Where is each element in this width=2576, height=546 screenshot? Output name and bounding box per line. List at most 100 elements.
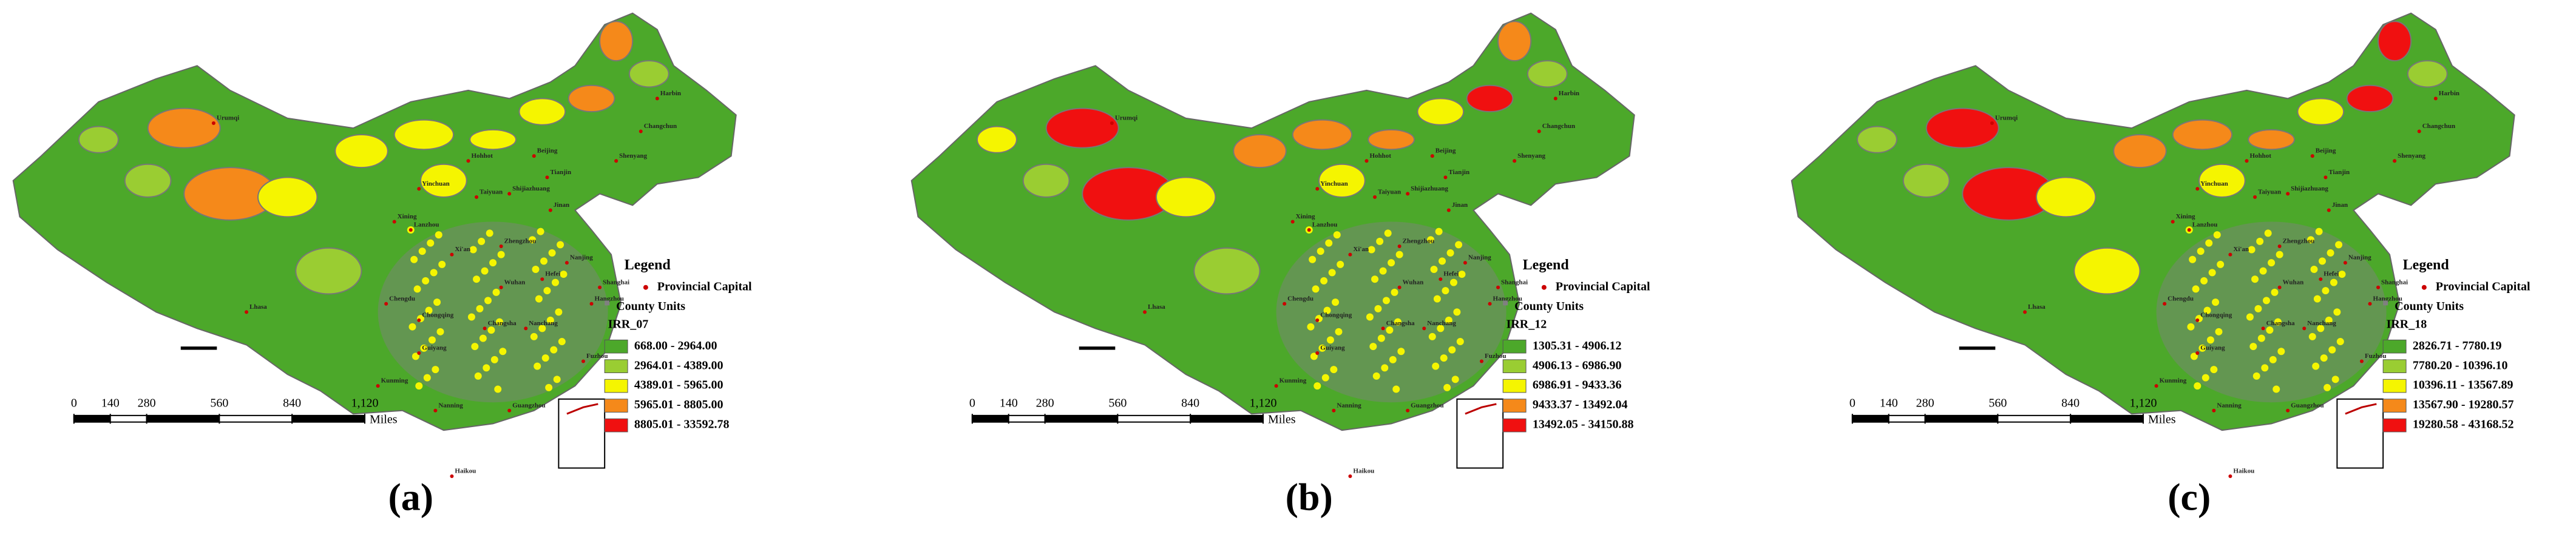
capital-marker (2212, 408, 2216, 413)
county-unit (1443, 383, 1451, 391)
capital-marker (1463, 261, 1467, 265)
county-unit (1317, 248, 1324, 255)
county-unit (438, 260, 446, 268)
county-unit (1379, 267, 1387, 275)
capital-marker (1488, 302, 1492, 306)
county-unit (487, 326, 495, 334)
county-unit (534, 362, 541, 370)
city-label: Shenyang (2398, 152, 2425, 160)
region-patch (1292, 119, 1353, 150)
legend-county: County Units (1514, 300, 1584, 313)
county-unit (546, 316, 554, 324)
county-unit (560, 271, 568, 278)
legend-class-label: 13492.05 - 34150.88 (1533, 418, 1634, 431)
county-unit (1381, 364, 1389, 372)
city-label: Chengdu (1287, 295, 1313, 302)
panel-label: (a) (388, 475, 433, 518)
region-patch (393, 119, 455, 150)
city-label: Fuzhou (2365, 352, 2386, 360)
north-marker (1959, 346, 1996, 350)
city-label: Xining (398, 213, 417, 220)
capital-marker (2433, 96, 2438, 101)
county-dense-area (2156, 221, 2387, 403)
city-label: Nanchang (1427, 320, 1456, 327)
legend-swatch (2382, 359, 2407, 373)
county-unit (433, 298, 441, 306)
capital-marker (408, 228, 413, 232)
city-label: Yinchuan (422, 180, 449, 187)
region-patch (1497, 21, 1532, 62)
capital-marker (2023, 310, 2027, 314)
capital-marker (1381, 326, 1385, 331)
region-patch (1466, 84, 1514, 113)
city-label: Changsha (488, 320, 517, 327)
county-unit (412, 352, 419, 360)
county-unit (2307, 236, 2315, 244)
county-unit (486, 229, 493, 237)
legend-swatch (604, 379, 628, 393)
county-unit (490, 356, 498, 363)
county-unit (548, 249, 556, 257)
city-label: Jinan (2332, 201, 2348, 209)
county-unit (430, 269, 438, 277)
county-dense-area (1276, 221, 1507, 403)
region-patch (1318, 163, 1366, 198)
county-unit (553, 376, 561, 383)
county-unit (1326, 336, 1334, 344)
panel-label: (c) (2168, 475, 2211, 518)
scale-tick-label: 840 (2061, 397, 2079, 410)
city-label: Nanning (438, 402, 463, 409)
county-unit (1427, 236, 1435, 244)
city-label: Taiyuan (1378, 188, 1401, 195)
county-unit (499, 348, 507, 356)
county-unit (1377, 334, 1385, 342)
region-patch (334, 133, 388, 169)
county-unit (1448, 346, 1456, 354)
capital-marker (2319, 277, 2323, 281)
county-unit (408, 323, 416, 331)
capital-marker (2187, 228, 2191, 232)
county-unit (2206, 336, 2214, 344)
scale-unit: Miles (2148, 413, 2176, 426)
county-unit (1394, 318, 1402, 326)
capital-marker (392, 220, 396, 224)
capital-marker (2195, 351, 2200, 356)
county-unit (530, 332, 538, 340)
region-patch (78, 126, 119, 153)
county-unit (1440, 354, 1448, 362)
legend-class-label: 8805.01 - 33592.78 (634, 418, 730, 431)
capital-marker (1990, 121, 1994, 126)
city-label: Chongqing (422, 311, 453, 318)
capital-marker (245, 310, 249, 314)
city-label: Yinchuan (2200, 180, 2228, 187)
capital-marker (2171, 220, 2175, 224)
capital-marker (1553, 96, 1557, 101)
county-unit (1392, 385, 1400, 393)
county-unit (1312, 285, 1320, 293)
county-unit (2215, 328, 2223, 335)
county-unit (410, 255, 418, 263)
county-unit (1445, 316, 1452, 324)
scale-unit: Miles (1268, 413, 1296, 426)
scale-tick-label: 1,120 (1249, 397, 1276, 410)
capital-marker (450, 474, 454, 479)
city-label: Changchun (1542, 123, 1575, 130)
capital-marker (2228, 252, 2232, 257)
county-unit (541, 354, 549, 362)
city-label: Urumqi (217, 115, 239, 122)
capital-marker (581, 359, 585, 363)
city-label: Hohhot (2249, 152, 2271, 160)
region-patch (1925, 107, 1999, 149)
scale-segment (109, 414, 147, 423)
city-label: Chengdu (2168, 295, 2194, 302)
capital-marker (2277, 244, 2282, 249)
county-unit (535, 295, 543, 303)
county-unit (538, 325, 546, 332)
scale-segment (1008, 414, 1046, 423)
city-label: Xining (1296, 213, 1315, 220)
capital-marker (2195, 187, 2200, 191)
city-label: Beijing (1435, 147, 1456, 155)
region-patch (1368, 129, 1415, 150)
capital-marker (540, 277, 544, 281)
capital-marker (2286, 408, 2290, 413)
